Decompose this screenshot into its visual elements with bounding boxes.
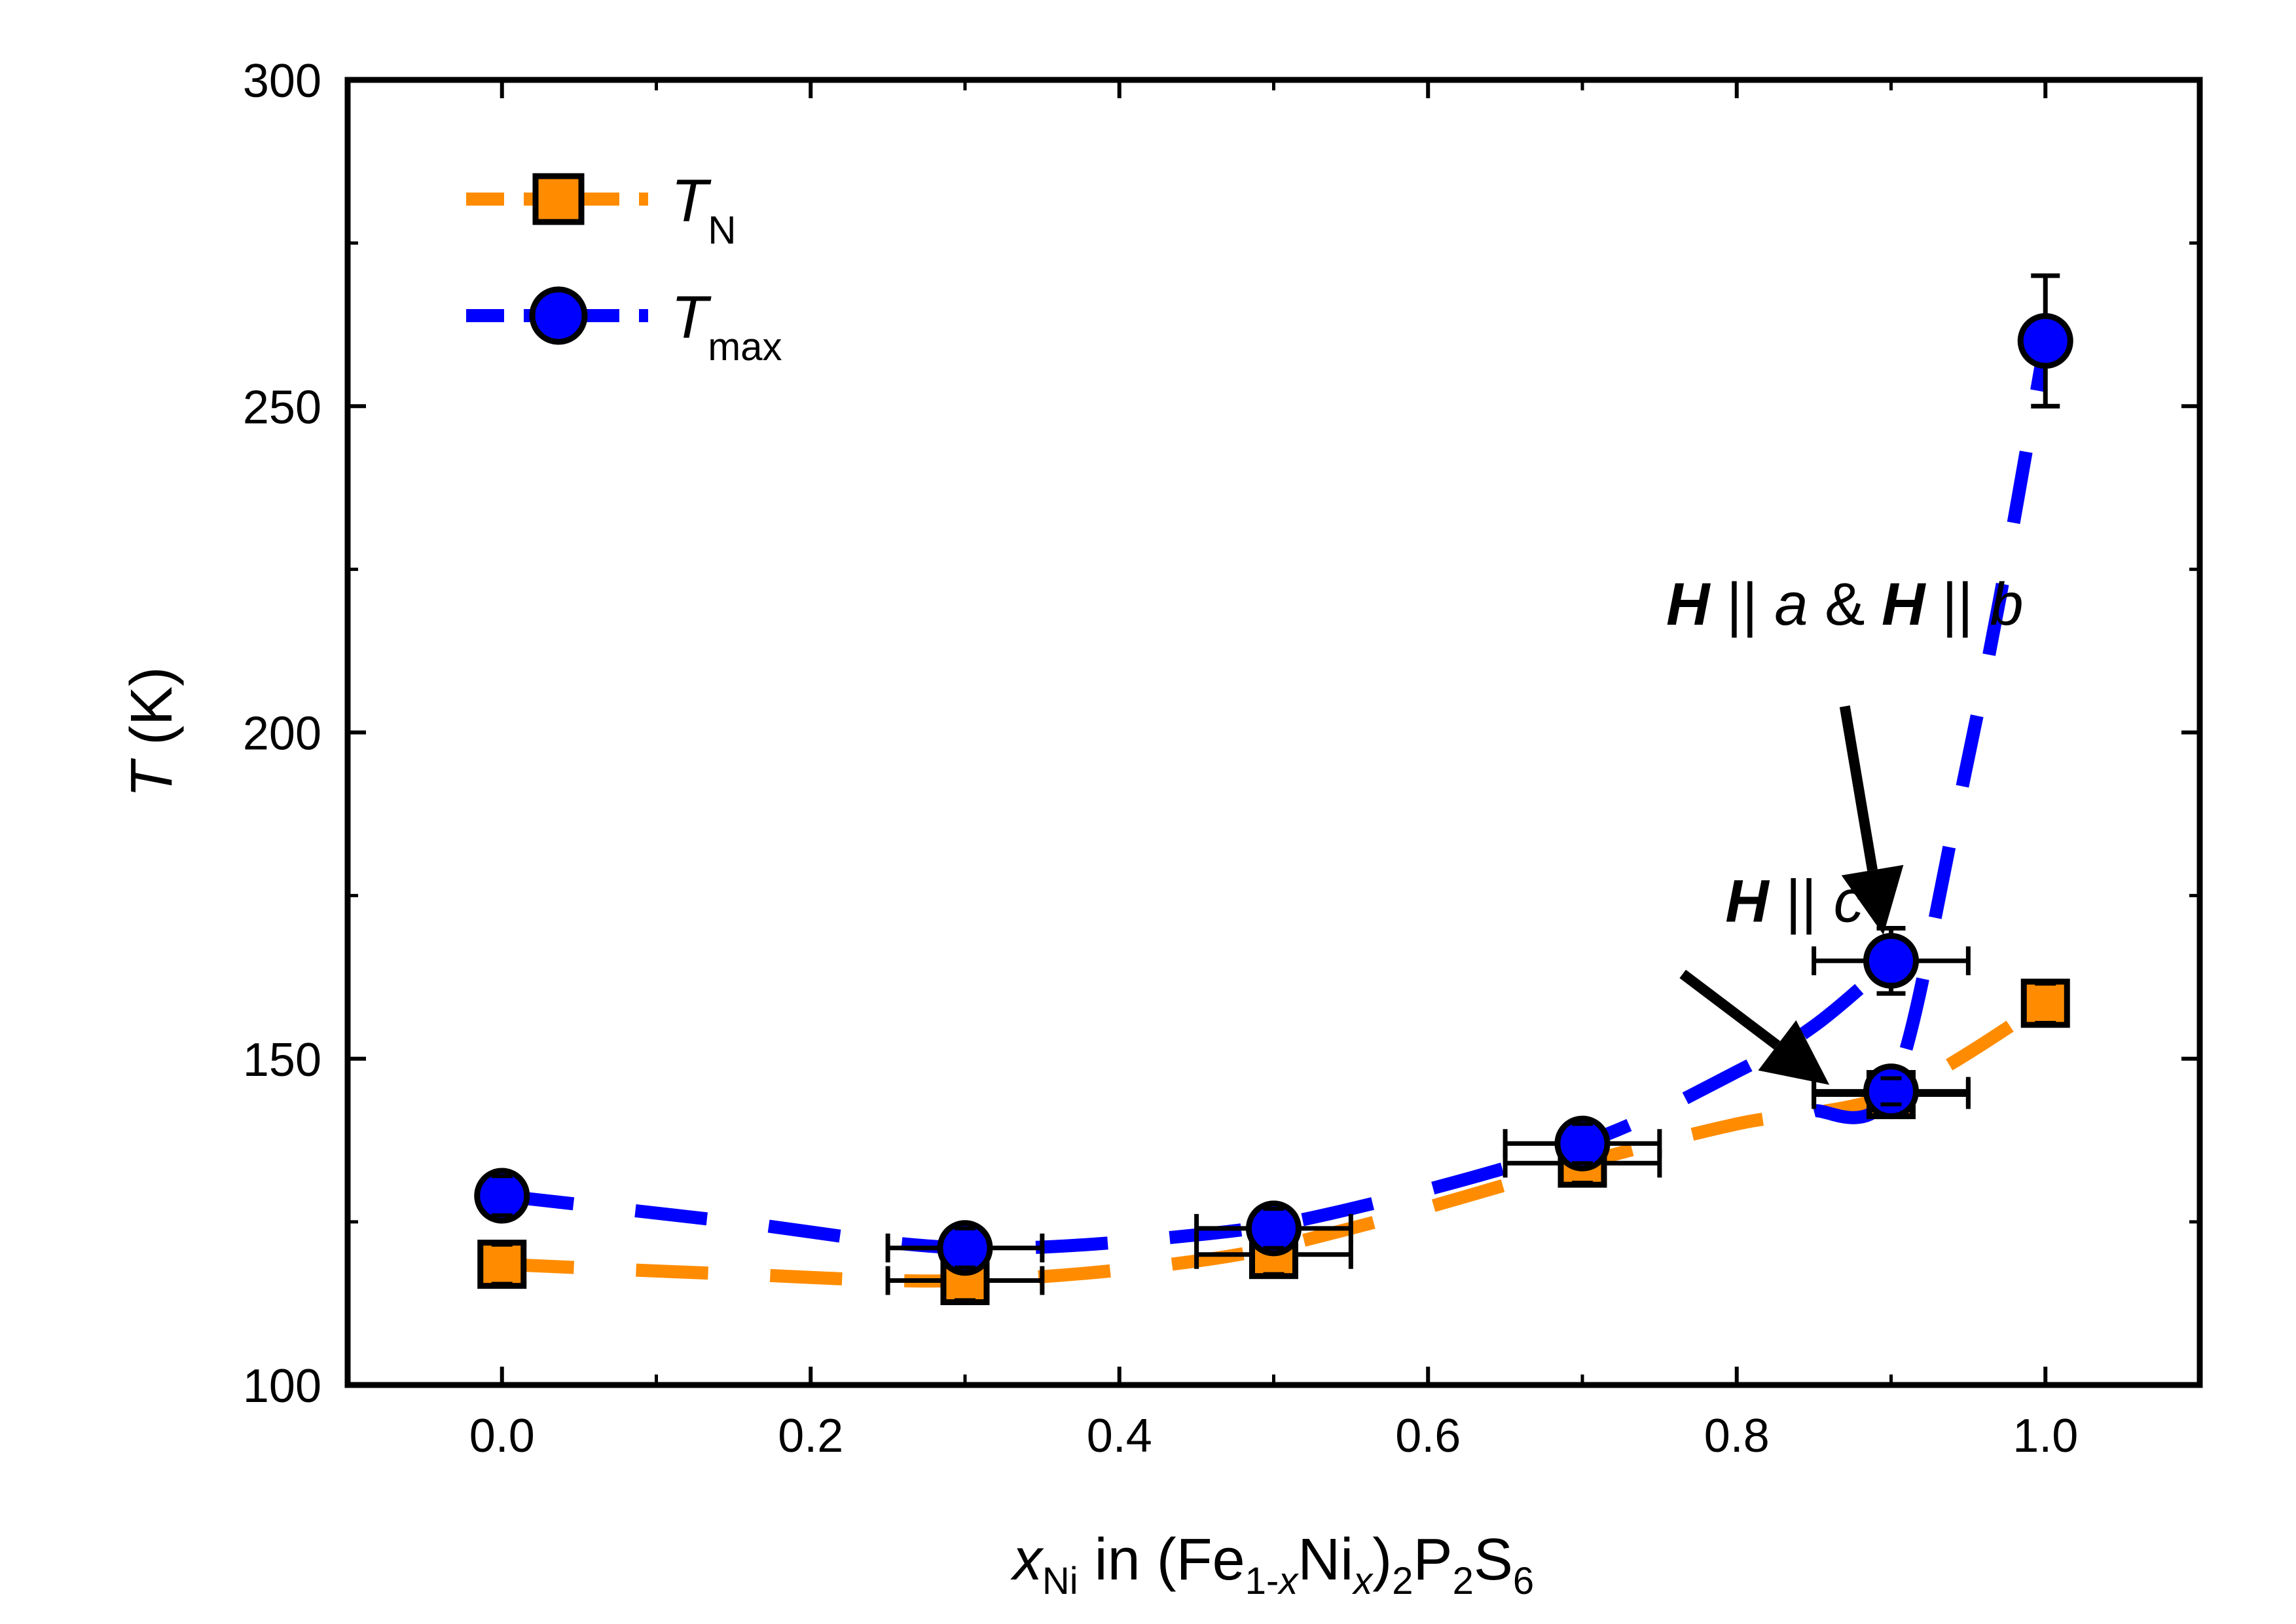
x-axis-close: ) bbox=[1372, 1527, 1392, 1593]
annotation-part: H bbox=[1666, 571, 1711, 638]
annotation-part: c* bbox=[1834, 868, 1889, 934]
annotation-part: b bbox=[1990, 571, 2023, 638]
annotation-part: a bbox=[1774, 571, 1808, 638]
y-tick-label: 250 bbox=[243, 381, 321, 434]
marker-tmax bbox=[937, 1220, 993, 1276]
annotation-arrow-shaft-0 bbox=[1839, 705, 1878, 872]
legend-item-tmax: Tmax bbox=[466, 284, 782, 369]
marker-tmax bbox=[474, 1168, 530, 1224]
x-axis-sub5: 6 bbox=[1513, 1560, 1534, 1602]
x-axis-ni: Ni bbox=[1298, 1527, 1353, 1593]
error-bars bbox=[487, 273, 2060, 1302]
x-axis-sub1b: x bbox=[1277, 1560, 1299, 1602]
y-axis-title: T (K) bbox=[119, 667, 185, 798]
annotation-arrow-head-0 bbox=[1841, 864, 1904, 935]
x-axis-sub4: 2 bbox=[1453, 1560, 1474, 1602]
x-tick-label: 1.0 bbox=[2013, 1410, 2078, 1462]
x-tick-label: 0.6 bbox=[1395, 1410, 1461, 1462]
annotation-part: H bbox=[1882, 571, 1927, 638]
annotation-text-1: H || c* bbox=[1725, 868, 1889, 934]
legend-marker-tmax bbox=[529, 286, 588, 345]
annotation-text-0: H || a & H || b bbox=[1666, 571, 2024, 638]
legend-label-tmax: Tmax bbox=[671, 284, 782, 369]
marker-tn bbox=[477, 1240, 527, 1289]
y-tick-label: 200 bbox=[243, 708, 321, 760]
x-tick-label: 0.8 bbox=[1704, 1410, 1770, 1462]
fit-curves bbox=[501, 339, 2052, 1288]
legend-item-tn: TN bbox=[466, 168, 737, 252]
legend: TN Tmax bbox=[466, 168, 782, 369]
legend-marker-tn bbox=[532, 173, 585, 225]
annotation-part: & bbox=[1808, 571, 1882, 638]
plot-frame bbox=[344, 77, 2203, 1388]
x-axis-s: S bbox=[1474, 1527, 1513, 1593]
x-axis-sub2: x bbox=[1351, 1560, 1374, 1602]
marker-tn bbox=[2020, 978, 2070, 1028]
y-axis-var: T bbox=[119, 758, 185, 798]
annotation-part: || bbox=[1709, 571, 1774, 638]
y-axis-unit: (K) bbox=[119, 667, 185, 762]
marker-tmax bbox=[1554, 1115, 1611, 1172]
x-axis-p: P bbox=[1413, 1527, 1453, 1593]
x-axis-var: x bbox=[1010, 1527, 1044, 1593]
y-tick-label: 100 bbox=[243, 1360, 321, 1412]
x-axis-sub1a: 1- bbox=[1245, 1560, 1279, 1602]
marker-tmax bbox=[1246, 1200, 1302, 1257]
x-tick-label: 0.0 bbox=[469, 1410, 535, 1462]
curve-tmax-branch bbox=[1812, 339, 2052, 1124]
x-tick-label: 0.4 bbox=[1087, 1410, 1152, 1462]
tick-marks bbox=[346, 78, 2202, 1387]
legend-label-tn: TN bbox=[671, 168, 737, 252]
data-markers bbox=[474, 273, 2073, 1306]
annotations: H || a & H || bH || c* bbox=[1666, 571, 2024, 1085]
x-axis-sub3: 2 bbox=[1392, 1560, 1413, 1602]
marker-tmax bbox=[1863, 932, 1919, 989]
x-axis-var-sub: Ni bbox=[1042, 1560, 1078, 1602]
tick-labels: 0.0 0.2 0.4 0.6 0.8 1.0 100 150 200 250 300 bbox=[243, 55, 2078, 1462]
annotation-arrow-shaft-1 bbox=[1679, 969, 1781, 1050]
marker-tmax bbox=[2017, 313, 2073, 369]
marker-tmax bbox=[1863, 1063, 1919, 1120]
annotation-part: H bbox=[1725, 868, 1770, 934]
y-tick-label: 300 bbox=[243, 55, 321, 107]
x-axis-title: xNi in (Fe1-xNix)2P2S6 bbox=[1010, 1527, 1534, 1602]
y-tick-label: 150 bbox=[243, 1034, 321, 1086]
curve-tmax bbox=[501, 955, 1895, 1255]
annotation-arrow-head-1 bbox=[1758, 1020, 1830, 1085]
x-tick-label: 0.2 bbox=[778, 1410, 843, 1462]
annotation-part: || bbox=[1769, 868, 1834, 934]
annotation-part: || bbox=[1925, 571, 1990, 638]
x-axis-mid: in (Fe bbox=[1078, 1527, 1245, 1593]
